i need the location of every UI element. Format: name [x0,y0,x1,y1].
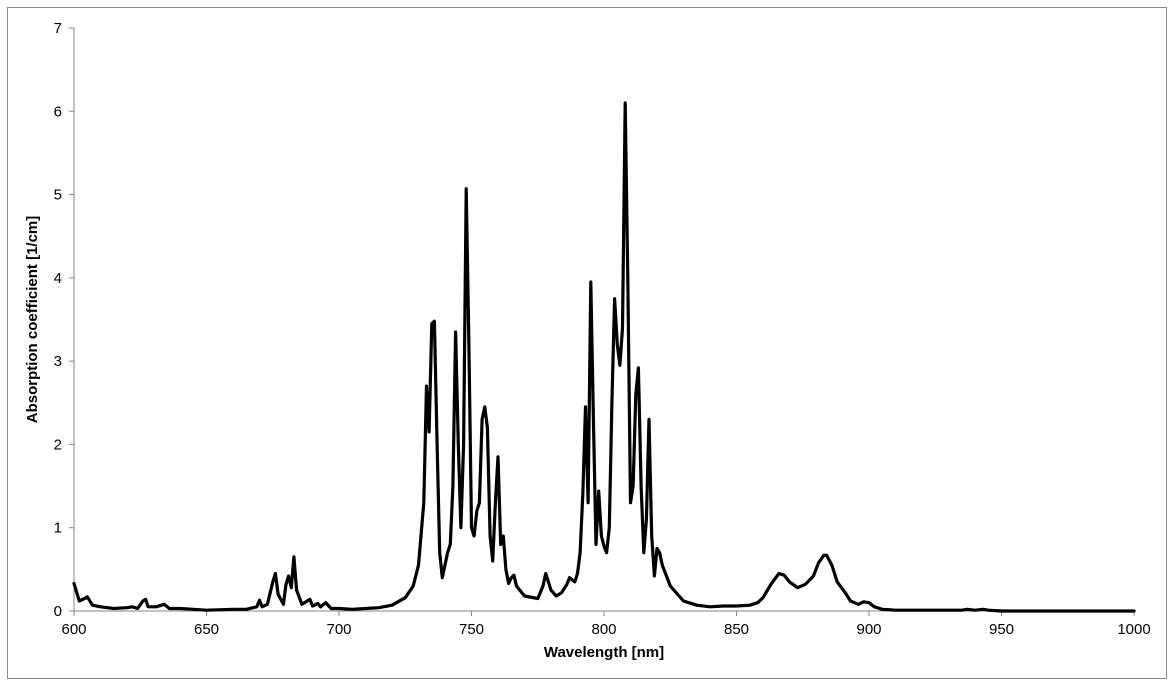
y-tick-label: 3 [54,353,62,370]
spectrum-chart: 600 650 700 750 800 850 900 950 1000 0 1 2 3 4 5 6 7 Wa… [24,20,1151,661]
y-axis-title: Absorption coefficient [1/cm] [24,216,41,424]
x-tick-label: 750 [459,621,484,638]
y-tick-label: 5 [54,187,62,204]
x-tick-label: 950 [989,621,1014,638]
y-tick-label: 1 [54,520,62,537]
x-tick-label: 700 [326,621,351,638]
x-tick-label: 800 [591,621,616,638]
x-axis-ticks: 600 650 700 750 800 850 900 950 1000 [61,611,1151,638]
y-tick-label: 2 [54,436,62,453]
x-tick-label: 650 [194,621,219,638]
chart-frame: 600 650 700 750 800 850 900 950 1000 0 1 2 3 4 5 6 7 Wa… [7,7,1167,679]
y-tick-label: 0 [54,603,62,620]
y-axis-ticks: 0 1 2 3 4 5 6 7 [54,20,74,620]
absorption-series-line [72,101,1136,613]
x-tick-label: 850 [724,621,749,638]
x-tick-label: 900 [856,621,881,638]
axes [73,28,1134,612]
x-tick-label: 600 [61,621,86,638]
y-tick-label: 7 [54,20,62,37]
y-tick-label: 6 [54,103,62,120]
x-axis-title: Wavelength [nm] [544,644,664,661]
y-tick-label: 4 [54,270,62,287]
x-tick-label: 1000 [1117,621,1150,638]
